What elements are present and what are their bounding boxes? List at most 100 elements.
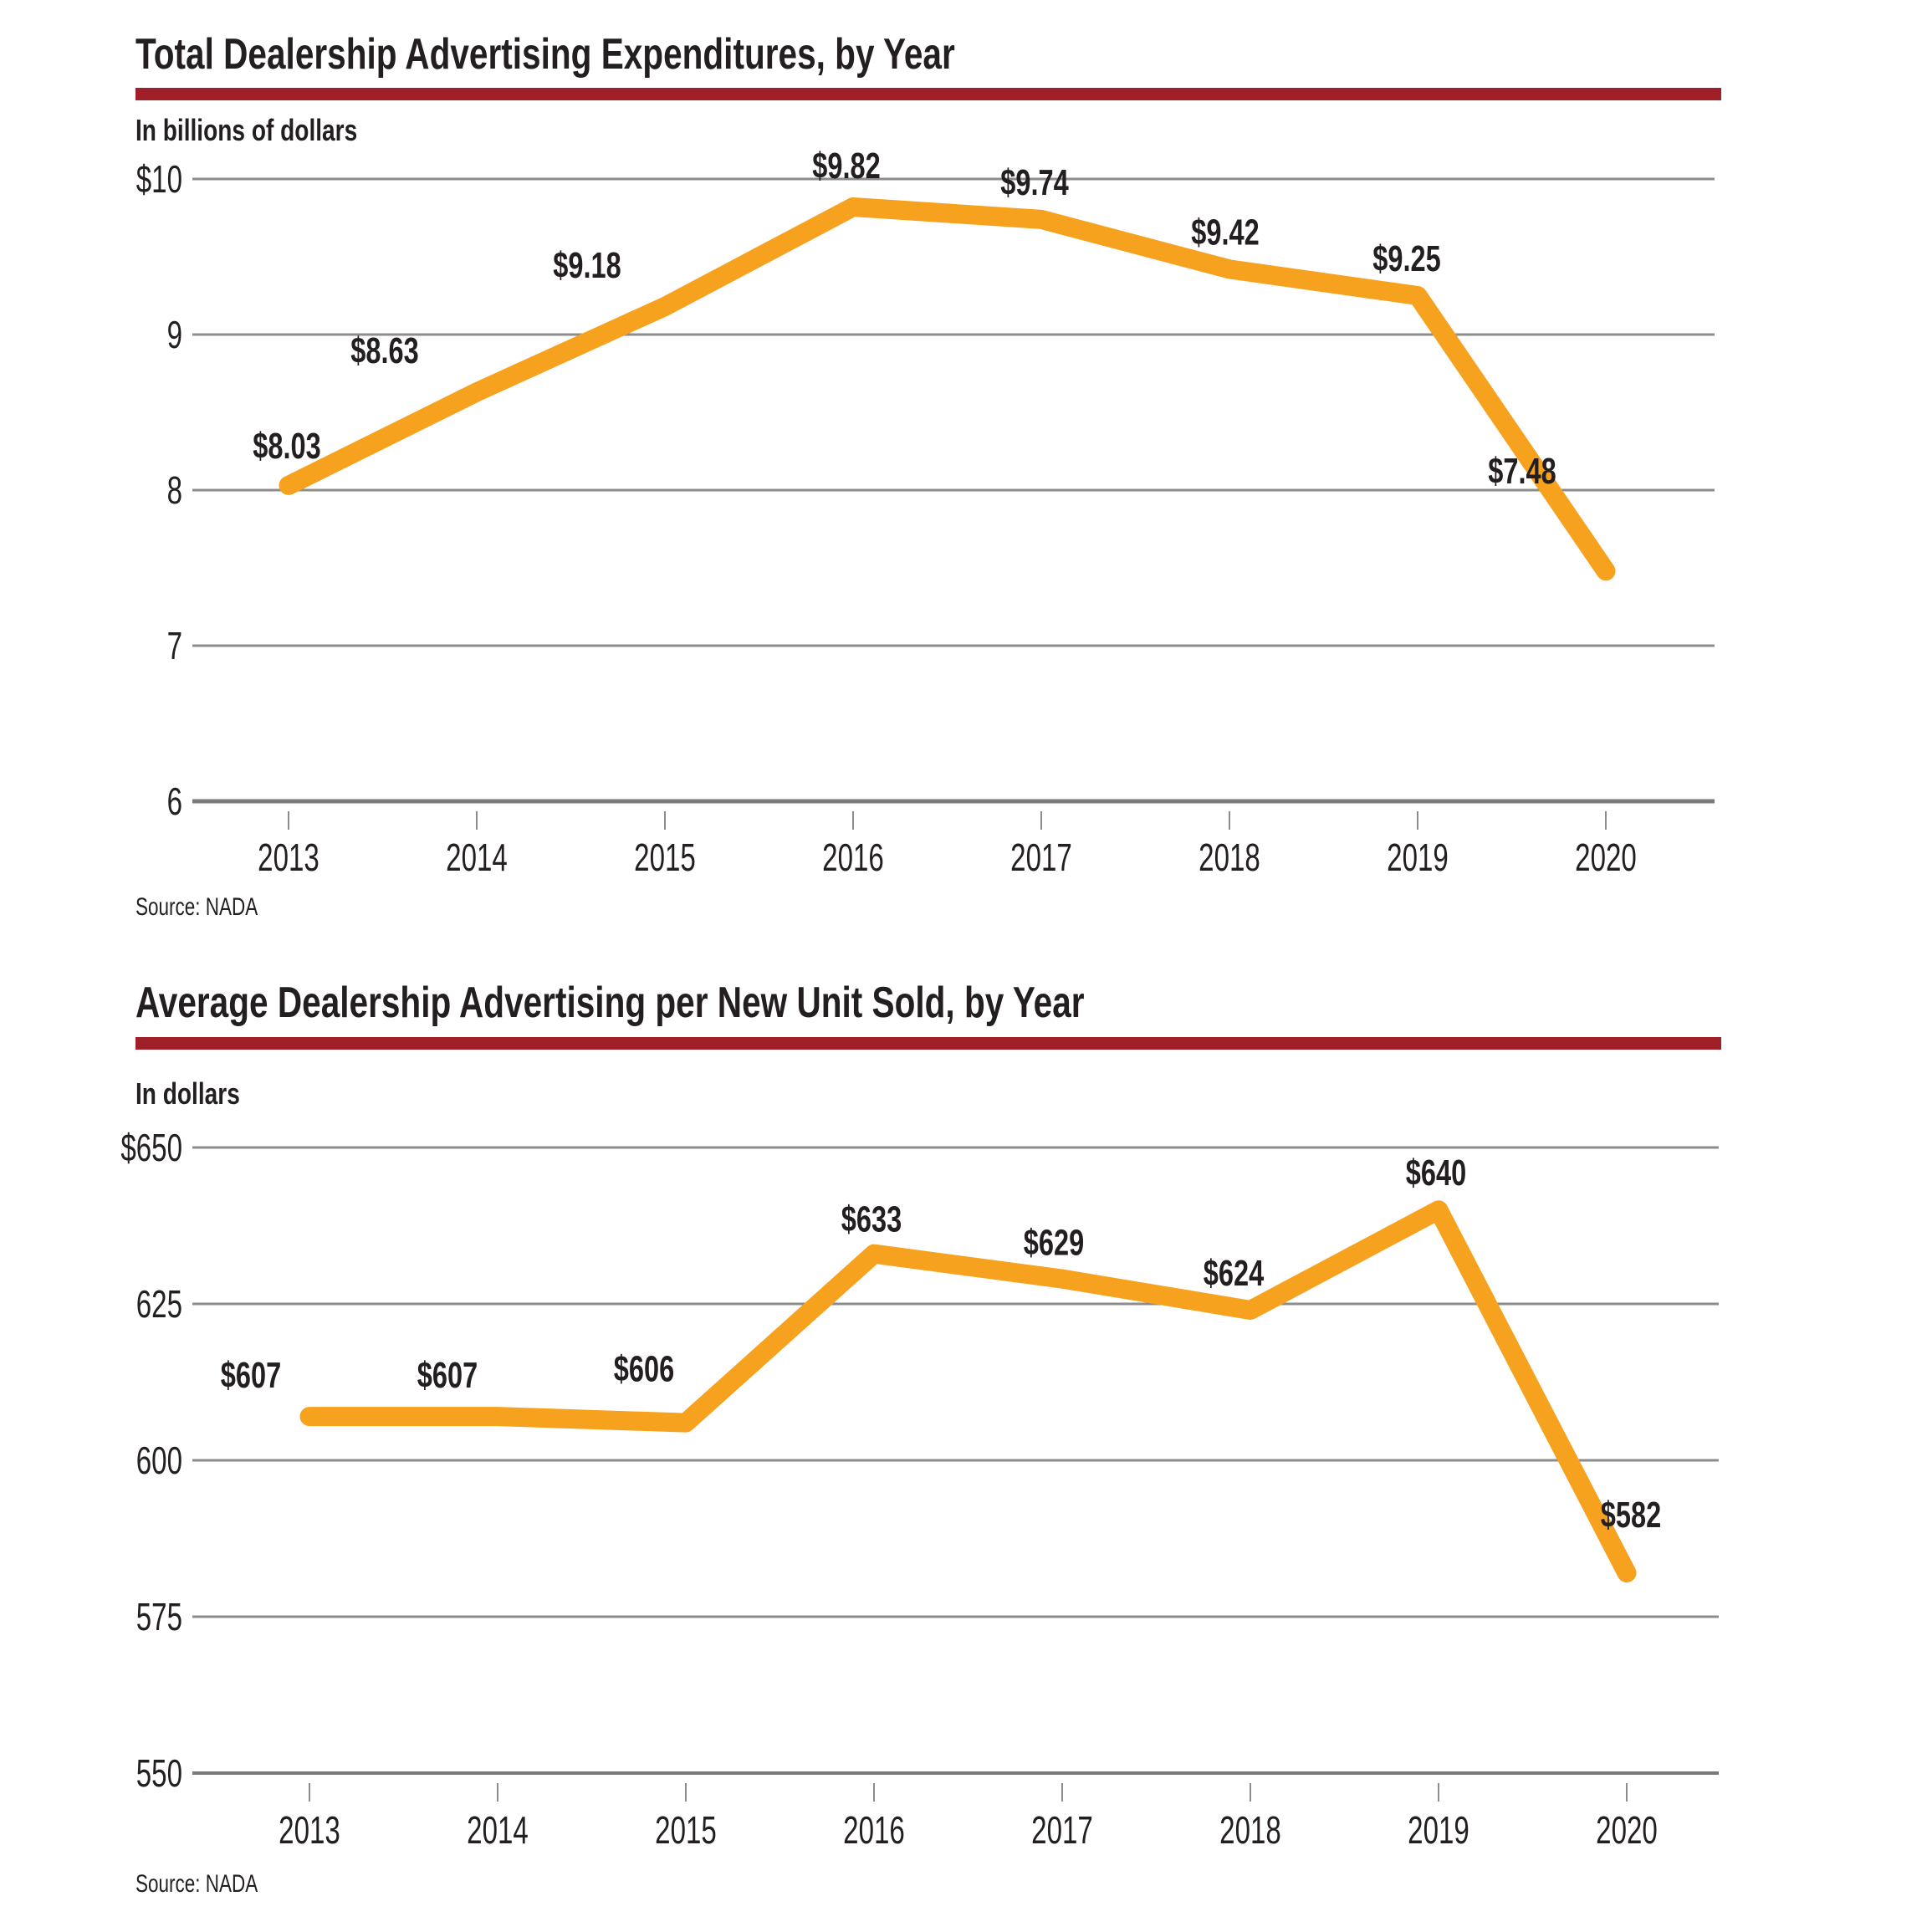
chart2-source-text: Source: NADA	[135, 1870, 258, 1898]
x-axis-label: 2017	[1010, 837, 1072, 879]
data-point-label-text: $582	[1601, 1495, 1661, 1536]
x-axis-label-text: 2015	[655, 1810, 717, 1852]
x-axis-label-text: 2019	[1387, 837, 1449, 879]
chart2-title-text: Average Dealership Advertising per New U…	[135, 979, 1085, 1027]
x-axis-label: 2013	[258, 837, 319, 879]
chart1-source: Source: NADA	[135, 893, 299, 922]
x-axis-label: 2019	[1408, 1810, 1469, 1852]
y-axis-label: $10	[136, 159, 182, 201]
y-axis-label-text: 9	[167, 314, 182, 356]
chart1-subtitle: In billions of dollars	[135, 114, 420, 147]
data-point-label: $582	[1601, 1495, 1661, 1536]
chart2-source: Source: NADA	[135, 1870, 299, 1899]
y-axis-label: 600	[136, 1440, 182, 1482]
data-point-label-text: $640	[1406, 1153, 1466, 1194]
x-axis-label-text: 2017	[1031, 1810, 1093, 1852]
x-axis-label: 2018	[1219, 1810, 1281, 1852]
chart2-accent-bar	[135, 1037, 1721, 1050]
x-axis-label-text: 2014	[446, 837, 508, 879]
chart1-title-text: Total Dealership Advertising Expenditure…	[135, 30, 955, 79]
y-axis-label-text: 600	[136, 1440, 182, 1482]
y-axis-label: 9	[167, 314, 182, 356]
data-point-label: $607	[417, 1355, 478, 1396]
x-axis-label-text: 2019	[1408, 1810, 1469, 1852]
x-axis-label-text: 2017	[1010, 837, 1072, 879]
x-axis-label: 2016	[843, 1810, 905, 1852]
x-axis-label: 2020	[1575, 837, 1637, 879]
data-point-label: $9.18	[553, 245, 621, 286]
data-point-label: $9.25	[1372, 238, 1440, 279]
data-point-label-text: $7.48	[1488, 451, 1556, 492]
y-axis-label: $650	[120, 1127, 182, 1169]
y-axis-label: 7	[167, 626, 182, 667]
trend-line	[299, 1200, 1637, 1583]
chart1-source-text: Source: NADA	[135, 893, 258, 921]
data-point-label: $607	[221, 1355, 281, 1396]
data-point-label: $9.42	[1191, 212, 1259, 253]
x-axis-label-text: 2013	[279, 1810, 340, 1852]
chart2-title: Average Dealership Advertising per New U…	[135, 979, 1352, 1027]
data-point-label: $624	[1204, 1253, 1265, 1294]
data-point-label: $629	[1024, 1223, 1084, 1264]
data-point-label: $8.63	[350, 331, 418, 372]
y-axis-label-text: $650	[120, 1127, 182, 1169]
data-point-label-text: $8.63	[350, 331, 418, 372]
y-axis-label: 625	[136, 1284, 182, 1326]
data-point-label-text: $633	[841, 1199, 902, 1240]
y-axis-label-text: $10	[136, 159, 182, 201]
y-axis-label: 6	[167, 781, 182, 823]
x-axis-label: 2014	[446, 837, 508, 879]
data-point-label: $640	[1406, 1153, 1466, 1194]
x-axis-label-text: 2016	[843, 1810, 905, 1852]
data-point-label: $7.48	[1488, 451, 1556, 492]
x-axis-label-text: 2016	[822, 837, 884, 879]
trend-line	[279, 197, 1616, 581]
data-point-label-text: $629	[1024, 1223, 1084, 1264]
x-axis-label: 2020	[1596, 1810, 1658, 1852]
x-axis-label: 2015	[655, 1810, 717, 1852]
x-axis-label-text: 2015	[634, 837, 696, 879]
x-axis-label-text: 2014	[467, 1810, 529, 1852]
data-point-label-text: $624	[1204, 1253, 1265, 1294]
data-point-label-text: $9.74	[1000, 162, 1069, 203]
data-point-label-text: $9.42	[1191, 212, 1259, 253]
chart1-subtitle-text: In billions of dollars	[135, 113, 358, 147]
chart2-subtitle-text: In dollars	[135, 1076, 240, 1111]
y-axis-label-text: 6	[167, 781, 182, 823]
x-axis-label-text: 2013	[258, 837, 319, 879]
data-point-label: $8.03	[253, 426, 320, 467]
y-axis-label: 550	[136, 1753, 182, 1795]
chart2-subtitle: In dollars	[135, 1077, 269, 1111]
x-axis-label: 2019	[1387, 837, 1449, 879]
x-axis-label-text: 2018	[1199, 837, 1260, 879]
data-point-label-text: $8.03	[253, 426, 320, 467]
data-point-label-text: $9.18	[553, 245, 621, 286]
y-axis-label: 8	[167, 470, 182, 512]
data-point-label: $633	[841, 1199, 902, 1240]
data-point-label-text: $607	[221, 1355, 281, 1396]
x-axis-label-text: 2020	[1596, 1810, 1658, 1852]
y-axis-label-text: 625	[136, 1284, 182, 1326]
y-axis-label-text: 575	[136, 1597, 182, 1638]
data-point-label: $9.82	[812, 146, 880, 187]
chart1-title: Total Dealership Advertising Expenditure…	[135, 30, 1186, 79]
y-axis-label-text: 8	[167, 470, 182, 512]
x-axis-label: 2015	[634, 837, 696, 879]
data-point-label-text: $9.25	[1372, 238, 1440, 279]
y-axis-label: 575	[136, 1597, 182, 1638]
x-axis-label: 2016	[822, 837, 884, 879]
x-axis-label: 2017	[1031, 1810, 1093, 1852]
x-axis-label-text: 2018	[1219, 1810, 1281, 1852]
x-axis-label: 2018	[1199, 837, 1260, 879]
y-axis-label-text: 7	[167, 626, 182, 667]
data-point-label: $606	[614, 1349, 674, 1390]
data-point-label-text: $606	[614, 1349, 674, 1390]
data-point-label-text: $9.82	[812, 146, 880, 187]
x-axis-label: 2013	[279, 1810, 340, 1852]
x-axis-label-text: 2020	[1575, 837, 1637, 879]
data-point-label: $9.74	[1000, 162, 1069, 203]
data-point-label-text: $607	[417, 1355, 478, 1396]
